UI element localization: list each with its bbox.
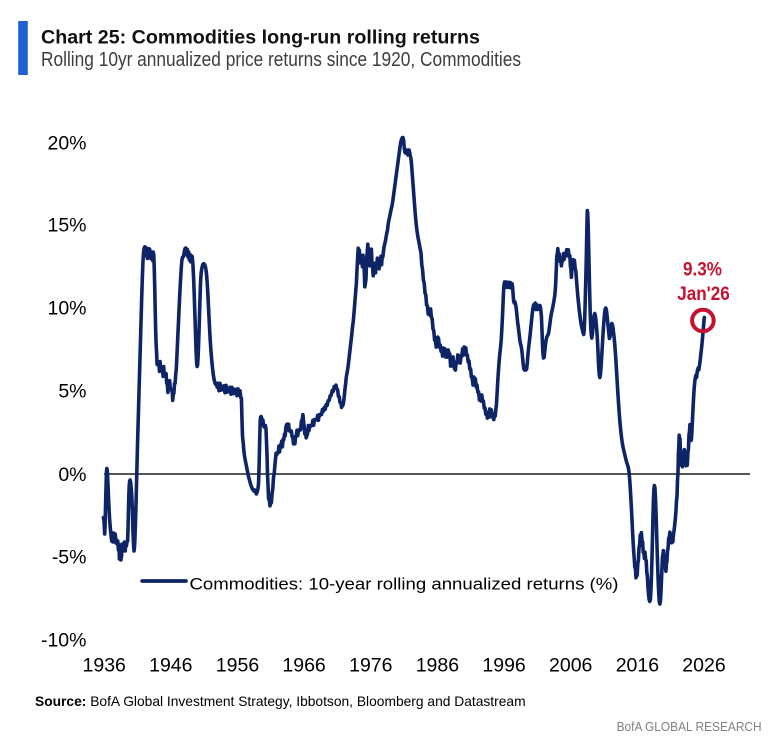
svg-text:Jan'26: Jan'26 [677, 283, 730, 305]
svg-text:5%: 5% [58, 381, 86, 403]
svg-text:20%: 20% [47, 133, 86, 155]
svg-text:10%: 10% [47, 298, 86, 320]
svg-text:1946: 1946 [149, 655, 192, 677]
svg-text:2026: 2026 [682, 655, 725, 677]
svg-text:1956: 1956 [216, 655, 259, 677]
svg-text:1936: 1936 [83, 655, 126, 677]
svg-text:Commodities: 10-year rolling a: Commodities: 10-year rolling annualized … [190, 576, 619, 594]
svg-text:1996: 1996 [482, 655, 525, 677]
svg-text:2016: 2016 [616, 655, 659, 677]
svg-text:-10%: -10% [41, 630, 87, 652]
svg-text:2006: 2006 [549, 655, 592, 677]
svg-text:1986: 1986 [416, 655, 459, 677]
svg-text:0%: 0% [58, 464, 86, 486]
svg-text:1966: 1966 [282, 655, 325, 677]
svg-text:-5%: -5% [52, 547, 87, 569]
svg-text:1976: 1976 [349, 655, 392, 677]
svg-text:Chart 25: Commodities long-run: Chart 25: Commodities long-run rolling r… [41, 27, 480, 49]
svg-text:15%: 15% [47, 215, 86, 237]
svg-text:9.3%: 9.3% [683, 259, 722, 281]
svg-text:Rolling 10yr annualized price: Rolling 10yr annualized price returns si… [41, 49, 521, 71]
svg-text:BofA GLOBAL RESEARCH: BofA GLOBAL RESEARCH [617, 719, 762, 734]
svg-text:Source: BofA Global Investment: Source: BofA Global Investment Strategy,… [35, 694, 526, 709]
